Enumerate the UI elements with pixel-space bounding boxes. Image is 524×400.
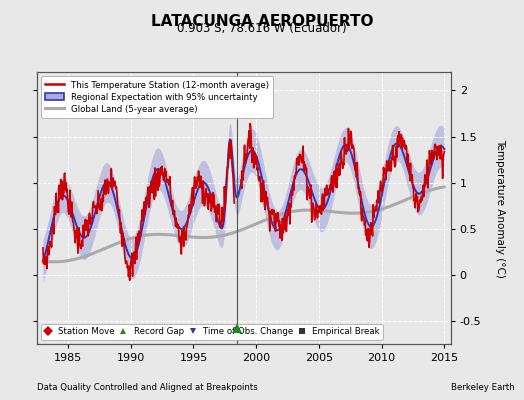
Text: Berkeley Earth: Berkeley Earth (451, 383, 515, 392)
Legend: Station Move, Record Gap, Time of Obs. Change, Empirical Break: Station Move, Record Gap, Time of Obs. C… (41, 324, 383, 340)
Text: LATACUNGA AEROPUERTO: LATACUNGA AEROPUERTO (151, 14, 373, 29)
Y-axis label: Temperature Anomaly (°C): Temperature Anomaly (°C) (495, 138, 505, 278)
Text: 0.903 S, 78.616 W (Ecuador): 0.903 S, 78.616 W (Ecuador) (177, 22, 347, 35)
Text: Data Quality Controlled and Aligned at Breakpoints: Data Quality Controlled and Aligned at B… (37, 383, 257, 392)
